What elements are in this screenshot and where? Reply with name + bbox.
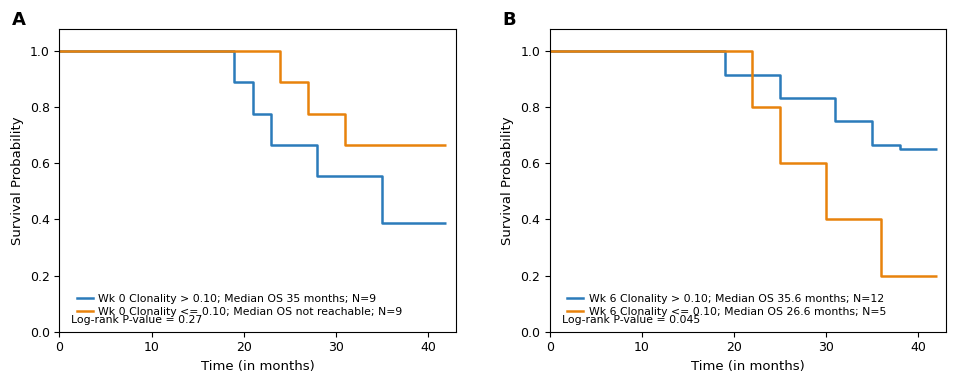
Legend: Wk 0 Clonality > 0.10; Median OS 35 months; N=9, Wk 0 Clonality <= 0.10; Median : Wk 0 Clonality > 0.10; Median OS 35 mont… (77, 294, 403, 317)
X-axis label: Time (in months): Time (in months) (201, 360, 314, 373)
Text: A: A (11, 11, 26, 29)
Text: Log-rank P-value = 0.045: Log-rank P-value = 0.045 (562, 315, 700, 325)
X-axis label: Time (in months): Time (in months) (691, 360, 805, 373)
Y-axis label: Survival Probability: Survival Probability (501, 116, 515, 245)
Text: Log-rank P-value = 0.27: Log-rank P-value = 0.27 (71, 315, 203, 325)
Legend: Wk 6 Clonality > 0.10; Median OS 35.6 months; N=12, Wk 6 Clonality <= 0.10; Medi: Wk 6 Clonality > 0.10; Median OS 35.6 mo… (568, 294, 886, 317)
Text: B: B (502, 11, 516, 29)
Y-axis label: Survival Probability: Survival Probability (11, 116, 24, 245)
